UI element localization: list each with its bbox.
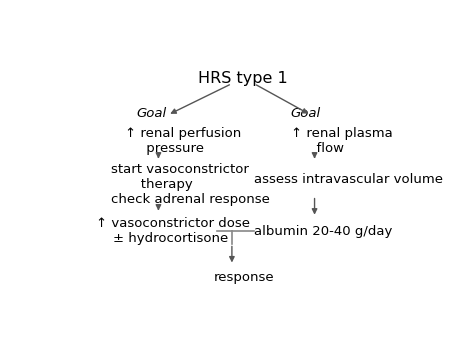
Text: response: response — [213, 271, 274, 284]
Text: Goal: Goal — [291, 107, 321, 120]
Text: albumin 20-40 g/day: albumin 20-40 g/day — [254, 225, 392, 238]
Text: ↑ renal plasma
      flow: ↑ renal plasma flow — [291, 127, 392, 155]
Text: ↑ vasoconstrictor dose
    ± hydrocortisone: ↑ vasoconstrictor dose ± hydrocortisone — [96, 217, 250, 245]
Text: ↑ renal perfusion
     pressure: ↑ renal perfusion pressure — [125, 127, 242, 155]
Text: start vasoconstrictor
       therapy
check adrenal response: start vasoconstrictor therapy check adre… — [110, 163, 270, 206]
Text: assess intravascular volume: assess intravascular volume — [254, 173, 443, 186]
Text: Goal: Goal — [137, 107, 166, 120]
Text: HRS type 1: HRS type 1 — [198, 71, 288, 86]
